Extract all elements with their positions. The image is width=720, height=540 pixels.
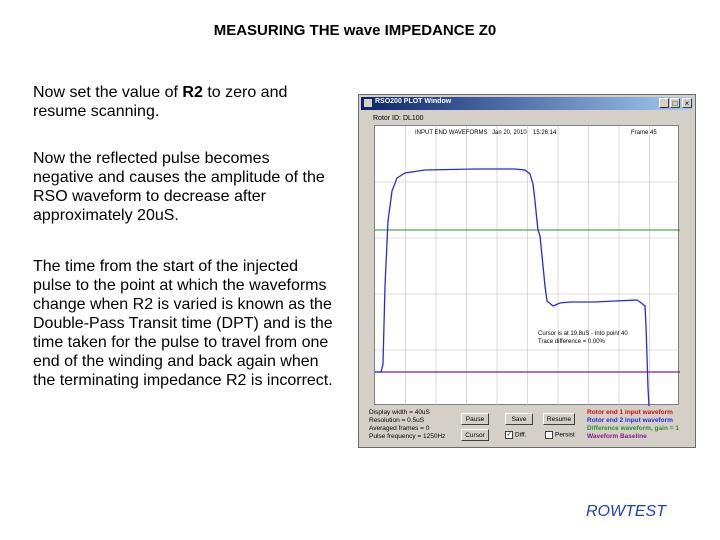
resume-button[interactable]: Resume xyxy=(543,413,575,425)
pause-button[interactable]: Pause xyxy=(461,413,489,425)
resolution-info: Resolution = 0.5uS xyxy=(369,417,425,424)
averaged-frames-info: Averaged frames = 0 xyxy=(369,425,430,432)
close-button[interactable]: × xyxy=(682,98,692,108)
app-icon xyxy=(364,99,372,107)
waveform-plot: INPUT END WAVEFORMS Jan 20, 2010 15:26:1… xyxy=(374,125,680,406)
plot-time: 15:26:14 xyxy=(533,130,557,136)
minimize-button[interactable]: _ xyxy=(659,98,669,108)
trace-difference: Trace difference = 0.00% xyxy=(538,339,605,345)
persist-checkbox-label: Persist xyxy=(555,431,575,439)
waveform-canvas xyxy=(375,126,680,406)
window-titlebar[interactable]: RSO200 PLOT Window _ □ × xyxy=(361,97,693,110)
plot-window: RSO200 PLOT Window _ □ × Rotor ID: DL100 xyxy=(358,94,696,448)
slide-title: MEASURING THE wave IMPEDANCE Z0 xyxy=(213,22,497,39)
maximize-button[interactable]: □ xyxy=(670,98,680,108)
legend-baseline: Waveform Baseline xyxy=(587,433,647,440)
diff-checkbox-label: Diff. xyxy=(515,431,527,439)
paragraph-dpt-explanation: The time from the start of the injected … xyxy=(33,258,333,389)
pulse-frequency-info: Pulse frequency = 1250Hz xyxy=(369,433,446,440)
legend-rotor-end-1: Rotor end 1 input waveform xyxy=(587,409,673,416)
input-waveform-line xyxy=(375,168,650,406)
checkmark-icon: ✓ xyxy=(505,431,513,439)
paragraph-set-r2-pre: Now set the value of xyxy=(33,84,183,101)
paragraph-reflected-pulse: Now the reflected pulse becomes negative… xyxy=(33,150,325,224)
rotor-id-label: Rotor ID: DL100 xyxy=(373,115,424,122)
legend-rotor-end-2: Rotor end 2 input waveform xyxy=(587,417,673,424)
r2-bold-label: R2 xyxy=(182,84,203,101)
legend-difference: Difference waveform, gain = 1 xyxy=(587,425,679,432)
cursor-readout: Cursor is at 19.8uS - Into point 40 xyxy=(538,331,628,337)
paragraph-set-r2: Now set the value of R2 to zero and resu… xyxy=(33,83,333,121)
diff-checkbox[interactable]: ✓ Diff. xyxy=(505,431,526,439)
cursor-button[interactable]: Cursor xyxy=(461,429,489,441)
paragraph-set-r2-post: to zero and resume scanning. xyxy=(33,84,288,120)
frame-counter: Frame 45 xyxy=(631,130,657,136)
save-button[interactable]: Save xyxy=(505,413,533,425)
window-title: RSO200 PLOT Window xyxy=(375,98,452,105)
persist-checkbox[interactable]: Persist xyxy=(545,431,575,439)
display-width-info: Display width = 40uS xyxy=(369,409,430,416)
plot-grid xyxy=(375,126,680,406)
plot-header: INPUT END WAVEFORMS xyxy=(415,130,488,136)
plot-date: Jan 20, 2010 xyxy=(492,130,527,136)
rowtest-brand: ROWTEST xyxy=(586,503,666,520)
empty-checkbox-icon xyxy=(545,431,553,439)
